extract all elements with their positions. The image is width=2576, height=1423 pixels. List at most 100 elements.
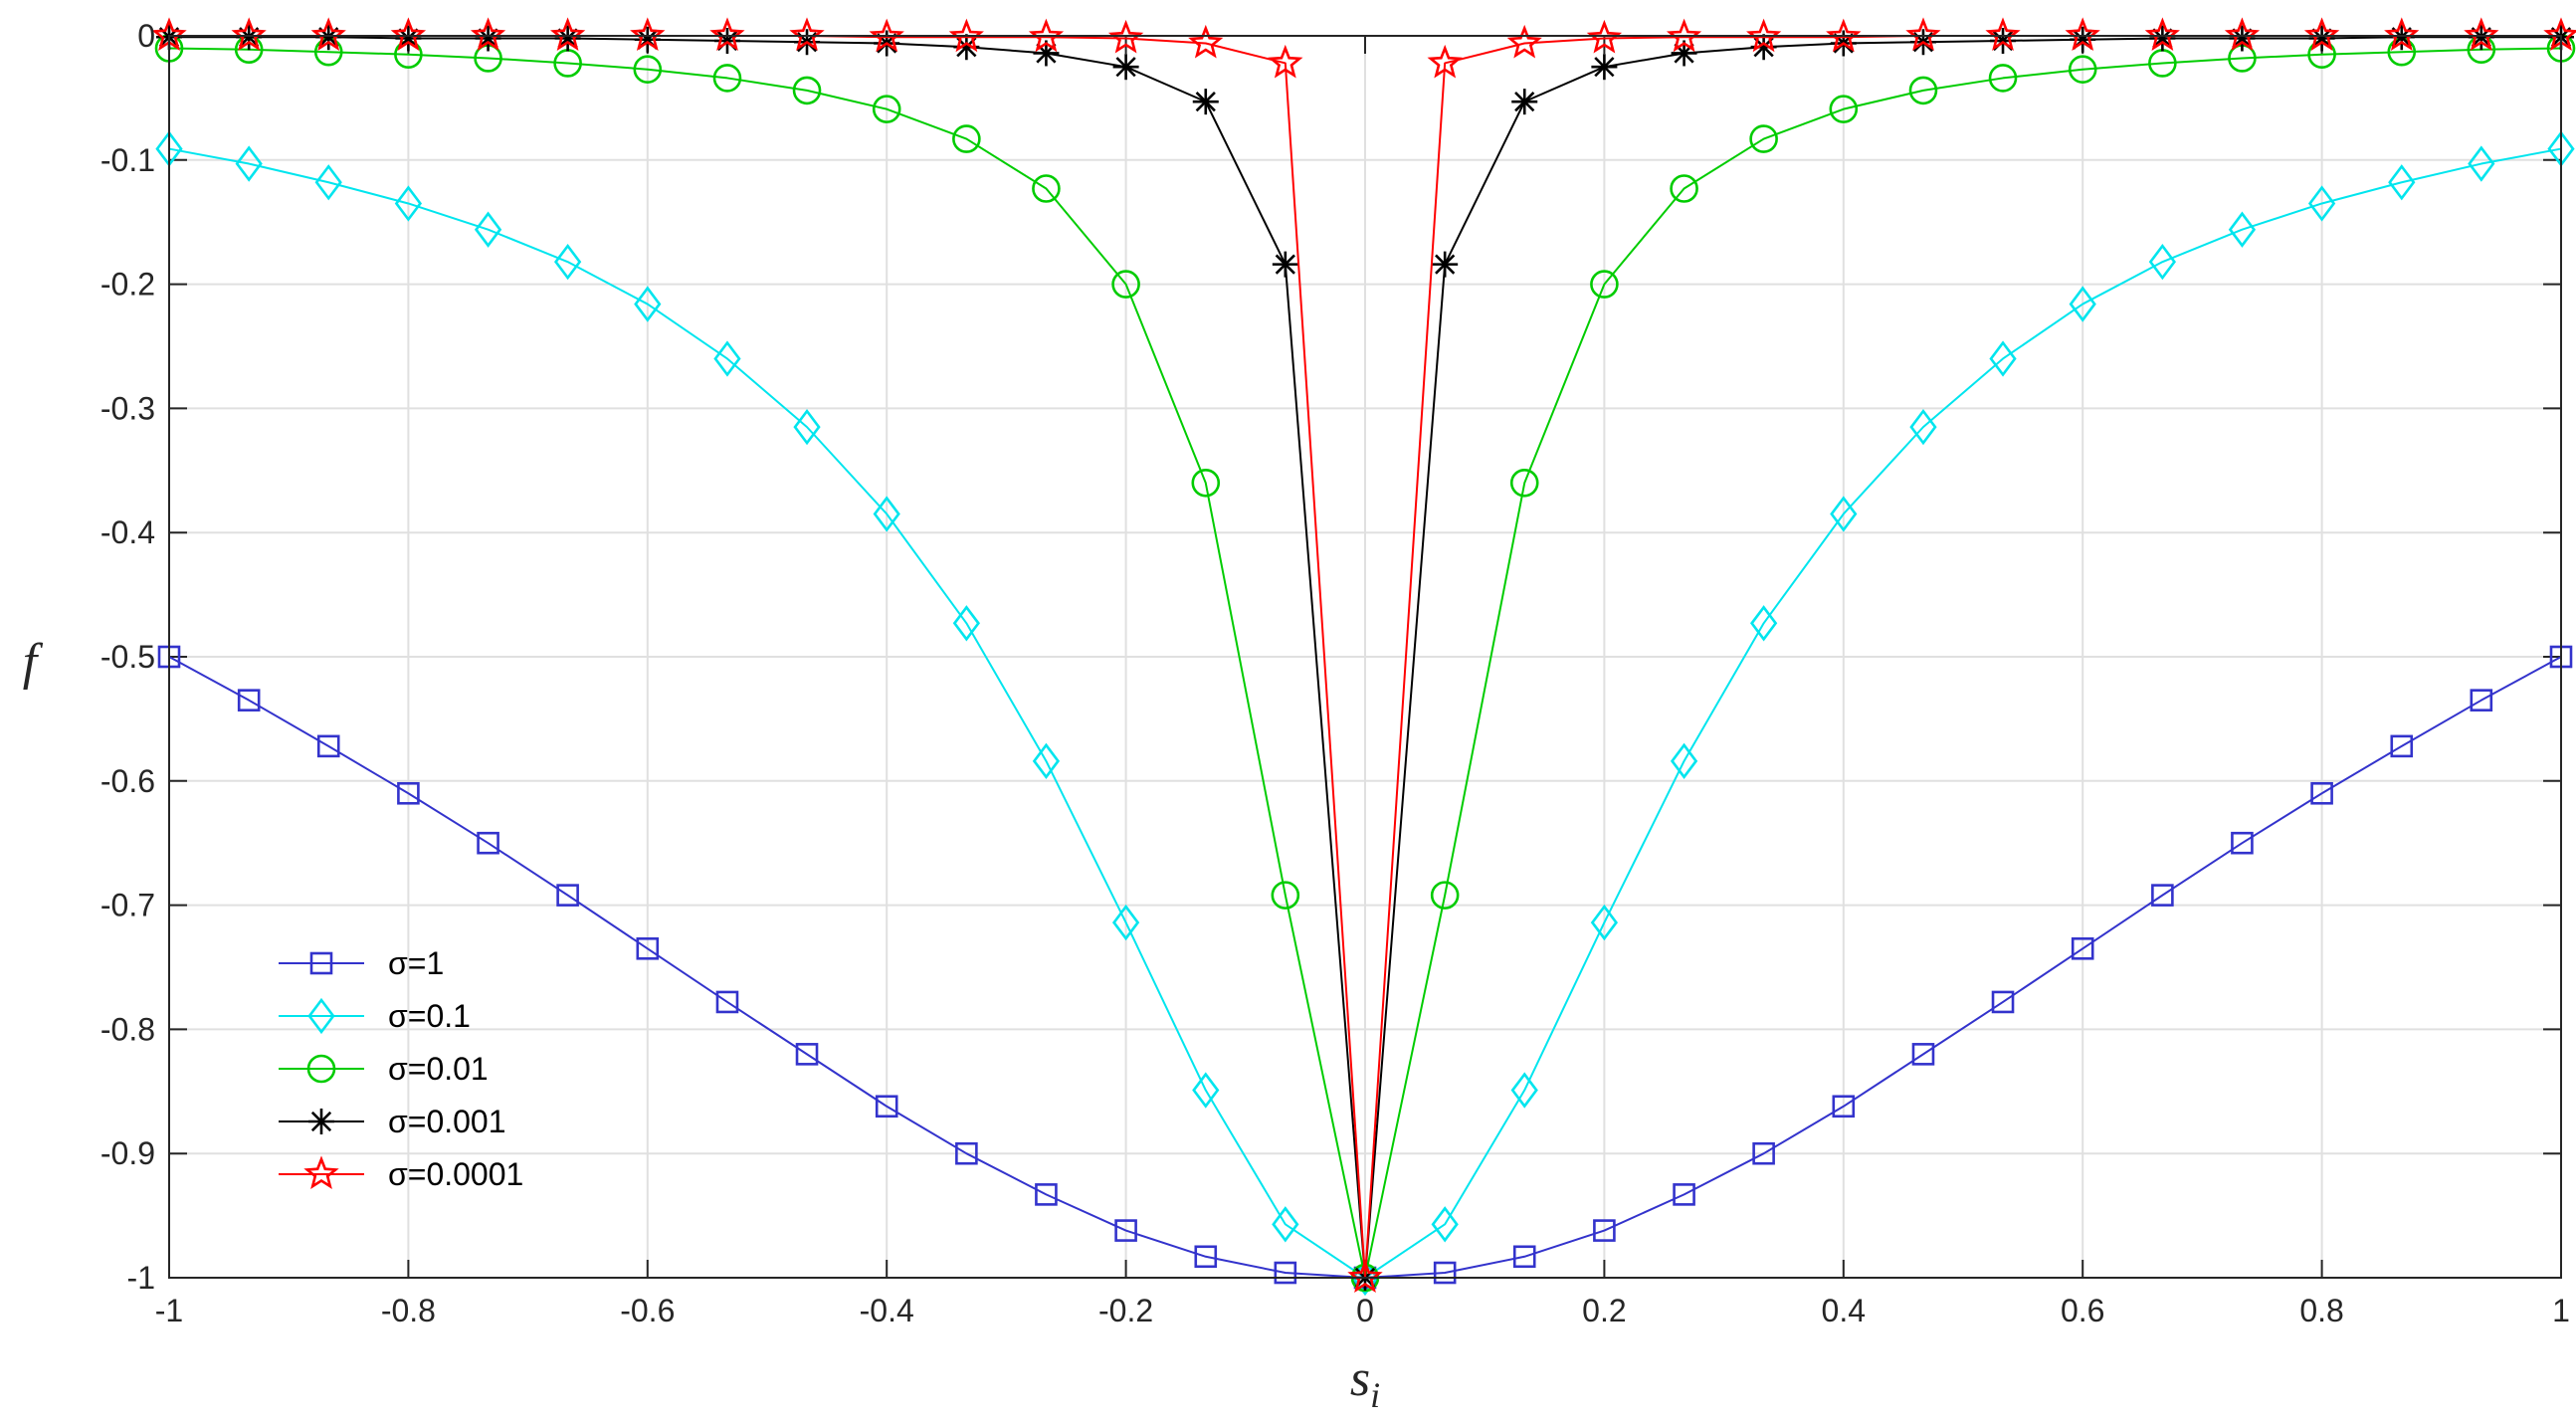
legend-item: σ=1 (279, 945, 444, 981)
legend-label: σ=0.1 (388, 998, 471, 1034)
diamond-marker (1590, 904, 1619, 941)
plot-frame (168, 35, 2562, 1279)
asterisk-marker (2308, 25, 2335, 52)
asterisk-stroke (478, 28, 498, 49)
square-marker (237, 689, 261, 712)
square-marker (2470, 689, 2493, 712)
star-marker (1427, 44, 1463, 79)
star-marker (789, 17, 825, 51)
asterisk-stroke (310, 1111, 332, 1132)
circle-marker (712, 64, 742, 93)
circle-marker (306, 1054, 336, 1084)
x-tick-label: -1 (155, 1293, 183, 1328)
circle-marker (1590, 270, 1619, 299)
star-marker (1586, 19, 1623, 54)
circle-marker (872, 95, 901, 123)
square-marker (1194, 1245, 1218, 1269)
x-tick-label: -0.4 (860, 1293, 914, 1328)
asterisk-stroke (1514, 92, 1535, 112)
diamond-marker (1431, 1206, 1459, 1243)
square-marker (1673, 1183, 1695, 1206)
star-marker (2384, 17, 2420, 51)
asterisk-stroke (1435, 254, 1456, 275)
x-tick-label: -0.8 (381, 1293, 436, 1328)
y-tick-label: -0.7 (100, 888, 155, 923)
y-tick-label: 0 (137, 18, 155, 54)
circle-marker (1032, 174, 1061, 203)
diamond-marker (1192, 1072, 1220, 1109)
diamond-marker (952, 605, 980, 642)
diamond-marker (2388, 164, 2416, 201)
asterisk-marker (1192, 89, 1219, 115)
asterisk-stroke (1195, 92, 1216, 112)
square-marker (1035, 1183, 1058, 1206)
y-tick-label: -0.6 (100, 763, 155, 799)
star-marker (1347, 1259, 1383, 1293)
asterisk-stroke (557, 28, 578, 49)
diamond-marker (2468, 145, 2495, 182)
asterisk-marker (1112, 54, 1139, 81)
circle-marker (1191, 468, 1221, 498)
diamond-marker (2228, 211, 2257, 248)
asterisk-marker (475, 25, 501, 52)
square-marker (875, 1095, 898, 1118)
diamond-marker (1909, 408, 1937, 446)
square-marker (636, 936, 660, 960)
star-marker (310, 17, 346, 51)
diamond-marker (1670, 742, 1698, 779)
circle-marker (1509, 468, 1539, 498)
asterisk-marker (1432, 251, 1459, 278)
y-tick-label: -0.4 (100, 514, 155, 550)
star-marker (1666, 18, 1702, 53)
star-marker (2144, 17, 2180, 51)
square-marker (955, 1141, 978, 1165)
asterisk-marker (2149, 25, 2176, 52)
tick-labels: -1 -0.8 -0.6 -0.4 -0.2 0 0.2 0.4 0.6 0.8 1 0 -0.1 -0.… (100, 18, 2570, 1328)
star-marker (390, 17, 427, 51)
square-marker (1593, 1219, 1616, 1242)
star-marker (1188, 24, 1224, 59)
square-marker (1752, 1141, 1775, 1165)
asterisk-marker (308, 1109, 334, 1134)
asterisk-stroke (2232, 28, 2253, 49)
legend-label: σ=0.0001 (388, 1156, 523, 1192)
diamond-marker (2148, 243, 2176, 281)
diamond-marker (235, 145, 263, 182)
asterisk-stroke (1275, 254, 1295, 275)
diamond-marker (1750, 605, 1778, 642)
star-marker (948, 18, 984, 53)
circle-marker (1670, 174, 1698, 203)
y-tick-label: -1 (127, 1260, 155, 1296)
legend-item: σ=0.1 (279, 997, 471, 1035)
y-tick-label: -0.3 (100, 390, 155, 426)
star-marker (630, 17, 666, 51)
star-marker (231, 17, 267, 51)
x-tick-label: 0 (1356, 1293, 1374, 1328)
x-tick-label: -0.2 (1098, 1293, 1153, 1328)
asterisk-stroke (1594, 57, 1615, 78)
diamond-marker (1111, 904, 1140, 941)
star-marker (1107, 19, 1144, 54)
star-marker (709, 17, 745, 51)
diamond-marker (314, 164, 342, 201)
square-marker (2231, 831, 2254, 855)
star-marker (2464, 17, 2499, 51)
diamond-marker (793, 408, 821, 446)
asterisk-marker (1511, 89, 1538, 115)
circle-marker (1749, 124, 1778, 153)
square-marker (795, 1043, 819, 1066)
diamond-marker (2069, 286, 2096, 322)
asterisk-stroke (398, 28, 419, 49)
square-marker (1274, 1261, 1297, 1285)
circle-marker (1111, 270, 1140, 299)
y-tick-label: -0.9 (100, 1135, 155, 1171)
circle-marker (952, 124, 981, 153)
x-axis-label: si (1350, 1350, 1380, 1415)
y-tick-label: -0.2 (100, 267, 155, 303)
x-tick-label: 0.8 (2299, 1293, 2343, 1328)
legend: σ=1 σ=0.1 σ=0.01 σ=0.001 σ=0.0001 (279, 945, 523, 1192)
diamond-marker (1830, 496, 1858, 532)
circle-marker (1988, 64, 2018, 93)
square-marker (1911, 1043, 1935, 1066)
